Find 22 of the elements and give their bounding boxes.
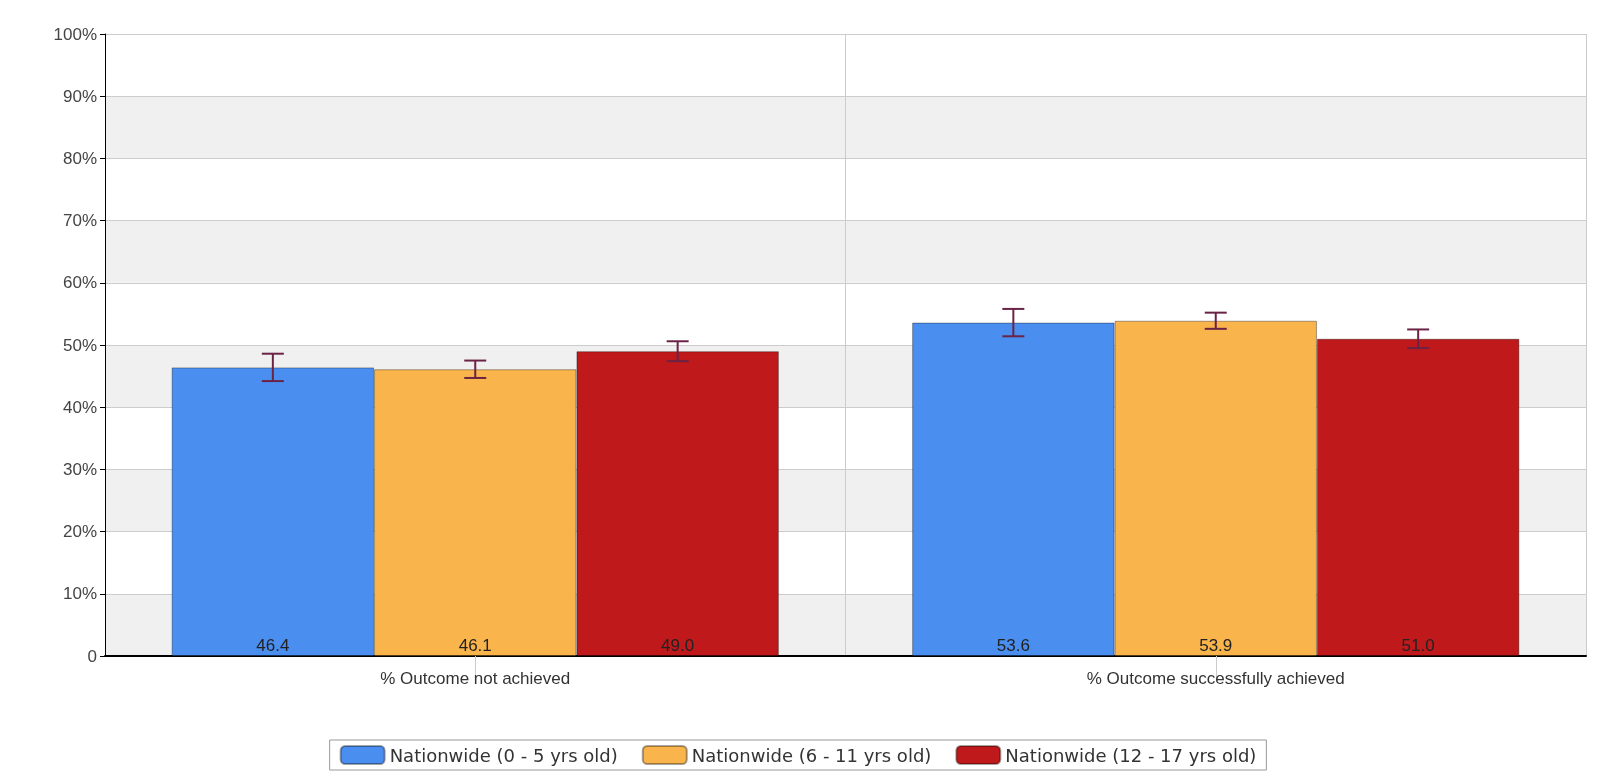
data-label: 53.9	[1199, 636, 1233, 655]
y-tick-label: 40%	[62, 397, 97, 417]
legend-label: Nationwide (12 - 17 yrs old)	[1005, 744, 1257, 766]
data-label: 51.0	[1401, 636, 1435, 655]
y-tick-label: 20%	[62, 522, 97, 542]
y-tick-label: 30%	[62, 459, 97, 479]
y-tick-label: 60%	[62, 273, 97, 293]
y-tick-label: 50%	[62, 335, 97, 355]
data-label: 49.0	[661, 636, 695, 655]
x-tick-label: % Outcome successfully achieved	[1086, 669, 1345, 688]
y-tick-label: 80%	[62, 148, 97, 168]
data-label: 46.4	[256, 636, 290, 655]
legend-label: Nationwide (0 - 5 yrs old)	[389, 744, 618, 766]
y-tick-label: 90%	[62, 86, 97, 106]
y-tick-label: 10%	[62, 584, 97, 604]
y-tick-label: 70%	[62, 211, 97, 231]
y-tick-label: 0	[87, 646, 97, 666]
data-label: 46.1	[458, 636, 492, 655]
x-tick-label: % Outcome not achieved	[380, 669, 571, 688]
data-label: 53.6	[996, 636, 1030, 655]
legend-label: Nationwide (6 - 11 yrs old)	[691, 744, 932, 766]
y-tick-label: 100%	[53, 24, 97, 44]
